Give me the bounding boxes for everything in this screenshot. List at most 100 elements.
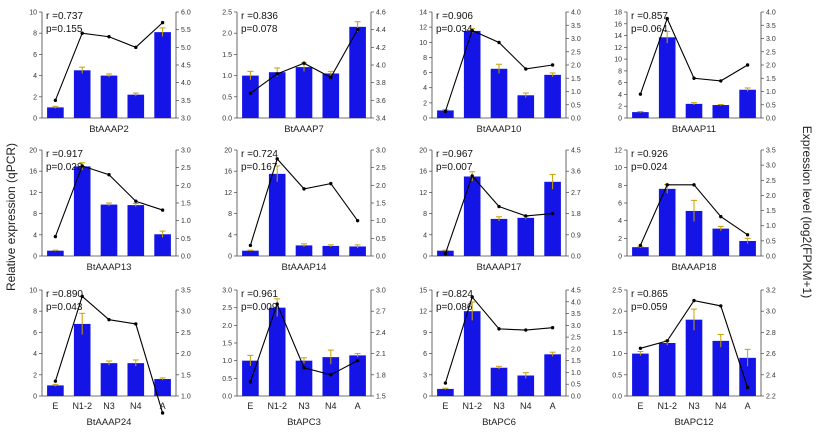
x-category-label: N1-2: [657, 401, 677, 411]
chart-panel-BtAAAP13: 0 4 8 12 16 20 0.0 0.5 1.0 1.5 2.0 2.5 3.0 r =0.917 p=…: [29, 148, 191, 274]
right-tick-label: 4.5: [571, 148, 581, 155]
gene-name: BtAAAP10: [477, 124, 522, 135]
left-tick-label: 2: [423, 100, 427, 107]
x-category-label: E: [247, 401, 253, 411]
fpkm-point-N3: [302, 187, 306, 191]
left-tick-label: 14: [614, 33, 622, 40]
right-tick-label: 2.5: [766, 178, 776, 185]
bar-N4: [127, 363, 145, 396]
right-tick-label: 2.5: [181, 330, 191, 337]
left-tick-label: 12: [29, 190, 37, 197]
r-value: r =0.824: [436, 289, 473, 300]
right-tick-label: 2.0: [181, 351, 191, 358]
bar-N1-2: [658, 343, 676, 396]
fpkm-point-N3: [692, 298, 696, 303]
p-value: p=0.059: [631, 302, 668, 313]
right-tick-label: 3.0: [181, 148, 191, 155]
left-tick-label: 12: [614, 148, 622, 155]
left-tick-label: 12: [419, 25, 427, 32]
bar-E: [47, 385, 64, 396]
left-tick-label: 8: [33, 31, 37, 38]
r-value: r =0.906: [436, 11, 473, 22]
x-category-label: A: [355, 401, 361, 411]
fpkm-point-A: [160, 20, 165, 25]
right-tick-label: 0.0: [571, 116, 581, 123]
left-tick-label: 8: [423, 55, 427, 62]
left-tick-label: 4: [33, 73, 37, 80]
right-tick-label: 3.5: [571, 23, 581, 30]
fpkm-point-N4: [134, 45, 138, 50]
right-tick-label: 4.0: [766, 10, 776, 17]
fpkm-point-E: [248, 380, 253, 384]
fpkm-point-A: [550, 325, 555, 330]
left-tick-label: 4: [423, 85, 427, 92]
bar-N1-2: [463, 30, 481, 118]
left-tick-label: 0: [33, 394, 37, 401]
fpkm-point-N3: [497, 40, 501, 45]
right-tick-label: 5.5: [181, 27, 191, 34]
bar-N1-2: [658, 37, 676, 119]
gene-name: BtAPC3: [287, 417, 321, 428]
bar-N4: [517, 95, 535, 118]
x-category-label: A: [160, 401, 166, 411]
fpkm-point-N3: [107, 317, 111, 322]
right-tick-label: 0.5: [571, 102, 581, 109]
fpkm-point-N3: [692, 76, 696, 80]
fpkm-point-N1-2: [470, 295, 474, 299]
right-tick-label: 1.0: [766, 89, 776, 96]
left-tick-label: 0.0: [222, 394, 232, 401]
fpkm-point-A: [355, 218, 360, 223]
fpkm-point-A: [745, 233, 750, 237]
fpkm-point-E: [53, 234, 58, 239]
right-tick-label: 1.0: [766, 223, 776, 230]
fpkm-point-N1-2: [470, 174, 474, 178]
left-tick-label: 8: [228, 211, 232, 218]
right-tick-label: 4.5: [571, 288, 581, 295]
left-tick-label: 4: [33, 351, 37, 358]
left-tick-label: 2: [618, 104, 622, 111]
p-value: p=0.086: [436, 302, 473, 313]
p-value: p=0.155: [46, 24, 83, 35]
left-tick-label: 4: [423, 232, 427, 239]
chart-panel-BtAAAP24: 0 2 4 6 8 10 1.0 1.5 2.0 2.5 3.0 3.5 r =0.890 p=0.043…: [29, 288, 191, 429]
fpkm-point-N1-2: [665, 339, 669, 343]
right-tick-label: 2.6: [766, 351, 776, 358]
fpkm-point-E: [248, 91, 253, 95]
bar-E: [47, 250, 64, 256]
right-tick-label: 1.0: [571, 89, 581, 96]
bar-A: [349, 355, 366, 396]
left-tick-label: 2.0: [222, 31, 232, 38]
bar-N4: [322, 245, 340, 256]
bar-N1-2: [658, 188, 676, 256]
chart-panel-BtAPC12: 0.0 0.5 1.0 1.5 2.0 2.5 2.2 2.4 2.6 2.8 3.0 3.2 r =0…: [612, 288, 776, 429]
fpkm-point-N3: [497, 327, 501, 331]
fpkm-point-N4: [719, 214, 723, 219]
bar-A: [739, 89, 756, 118]
right-tick-label: 0.0: [571, 394, 581, 401]
fpkm-point-N4: [134, 199, 138, 203]
right-tick-label: 3.0: [571, 36, 581, 43]
fpkm-point-A: [745, 385, 750, 390]
bar-N4: [127, 94, 145, 118]
gene-name: BtAAAP13: [87, 262, 132, 273]
left-tick-label: 6: [618, 201, 622, 208]
right-tick-label: 2.4: [766, 372, 776, 379]
bar-N4: [322, 357, 340, 396]
p-value: p=0.007: [436, 162, 473, 173]
left-tick-label: 12: [419, 309, 427, 316]
fpkm-point-N4: [524, 328, 528, 332]
fpkm-point-E: [638, 346, 643, 350]
right-tick-label: 4.4: [376, 27, 386, 34]
right-tick-label: 3.4: [376, 116, 386, 123]
bar-A: [544, 74, 561, 118]
right-tick-label: 4.0: [571, 10, 581, 17]
fpkm-point-N1-2: [275, 72, 279, 76]
right-tick-label: 3.5: [766, 148, 776, 155]
fpkm-point-N1-2: [80, 164, 84, 168]
right-tick-label: 3.5: [181, 288, 191, 295]
x-category-label: N3: [688, 401, 700, 411]
left-tick-label: 8: [618, 68, 622, 75]
left-tick-label: 10: [419, 40, 427, 47]
fpkm-point-N1-2: [665, 16, 669, 21]
fpkm-point-N1-2: [470, 28, 474, 33]
